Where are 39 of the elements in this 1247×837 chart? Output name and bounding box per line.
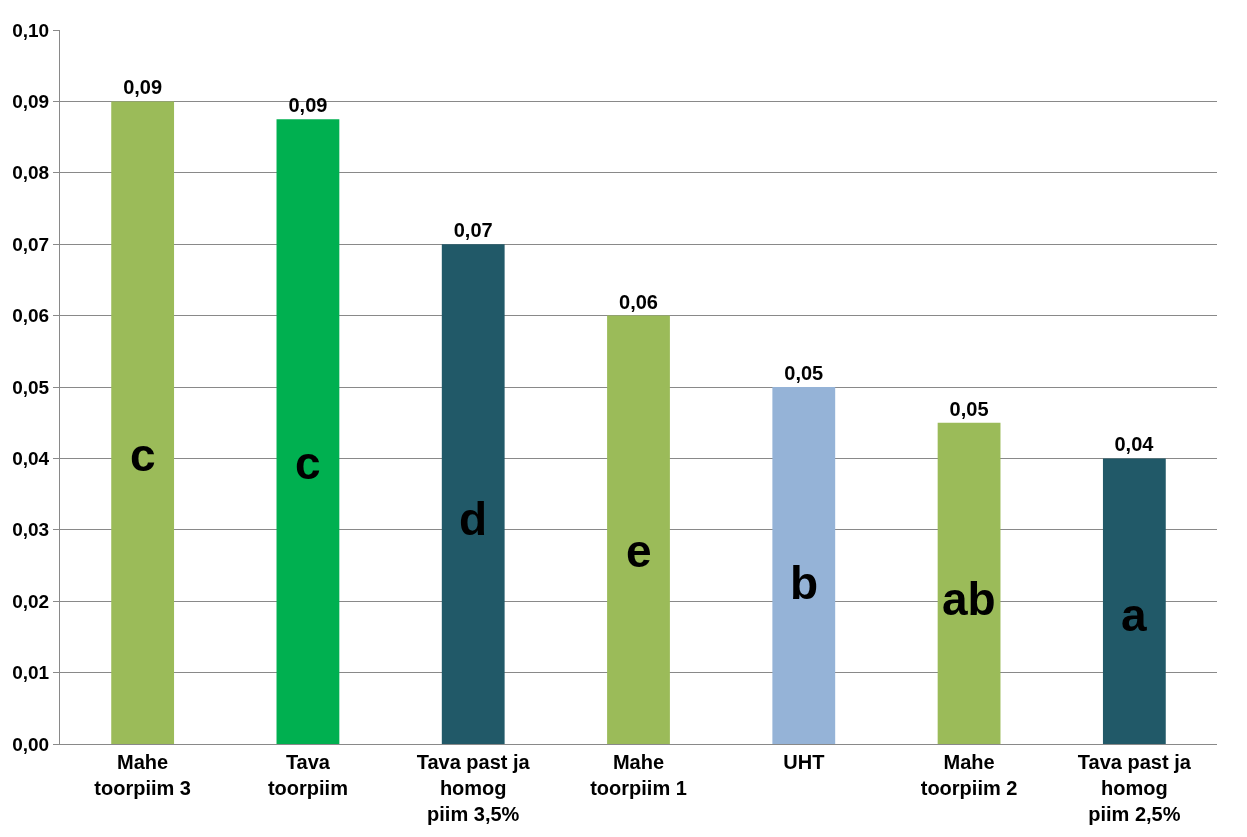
annotation: d	[459, 493, 488, 545]
x-tick-label: Mahe toorpiim 2	[920, 751, 1018, 799]
data-label: 0,05	[784, 362, 824, 384]
y-tick-label: 0,01	[12, 662, 50, 684]
annotation: b	[790, 557, 819, 609]
data-label: 0,09	[123, 76, 163, 99]
x-tick-label: Mahe toorpiim 3	[94, 751, 191, 799]
bar	[772, 387, 836, 744]
data-label: 0,06	[619, 290, 658, 313]
y-tick-label: 0,07	[12, 233, 50, 255]
bar	[276, 119, 340, 744]
y-tick-label: 0,10	[12, 19, 50, 41]
y-tick-label: 0,00	[12, 733, 50, 755]
bar	[937, 422, 1001, 744]
y-tick-label: 0,09	[12, 91, 50, 113]
annotation: e	[626, 525, 652, 577]
data-label: 0,04	[1114, 433, 1155, 456]
annotation: c	[130, 429, 156, 481]
data-label: 0,05	[949, 397, 989, 420]
data-label: 0,07	[453, 219, 493, 242]
annotation: a	[1121, 589, 1147, 641]
bar	[111, 101, 175, 744]
y-tick-label: 0,08	[12, 162, 50, 184]
y-tick-label: 0,05	[12, 376, 50, 398]
bar	[1102, 458, 1166, 744]
y-tick-label: 0,06	[12, 305, 50, 327]
y-tick-label: 0,04	[12, 448, 50, 470]
bar	[607, 315, 670, 744]
bar	[441, 244, 505, 744]
annotation: c	[295, 437, 321, 489]
y-tick-label: 0,02	[12, 590, 50, 612]
y-tick-label: 0,03	[12, 519, 50, 541]
x-tick-label: Mahe toorpiim 1	[590, 751, 687, 799]
data-label: 0,09	[288, 94, 328, 117]
x-tick-label: Tava past ja homog piim 3,5%	[416, 751, 531, 825]
annotation: ab	[942, 573, 996, 625]
x-tick-label: Tava toorpiim	[267, 751, 348, 799]
x-tick-label: UHT	[783, 751, 825, 773]
x-tick-label: Tava past ja homog piim 2,5%	[1077, 751, 1192, 825]
